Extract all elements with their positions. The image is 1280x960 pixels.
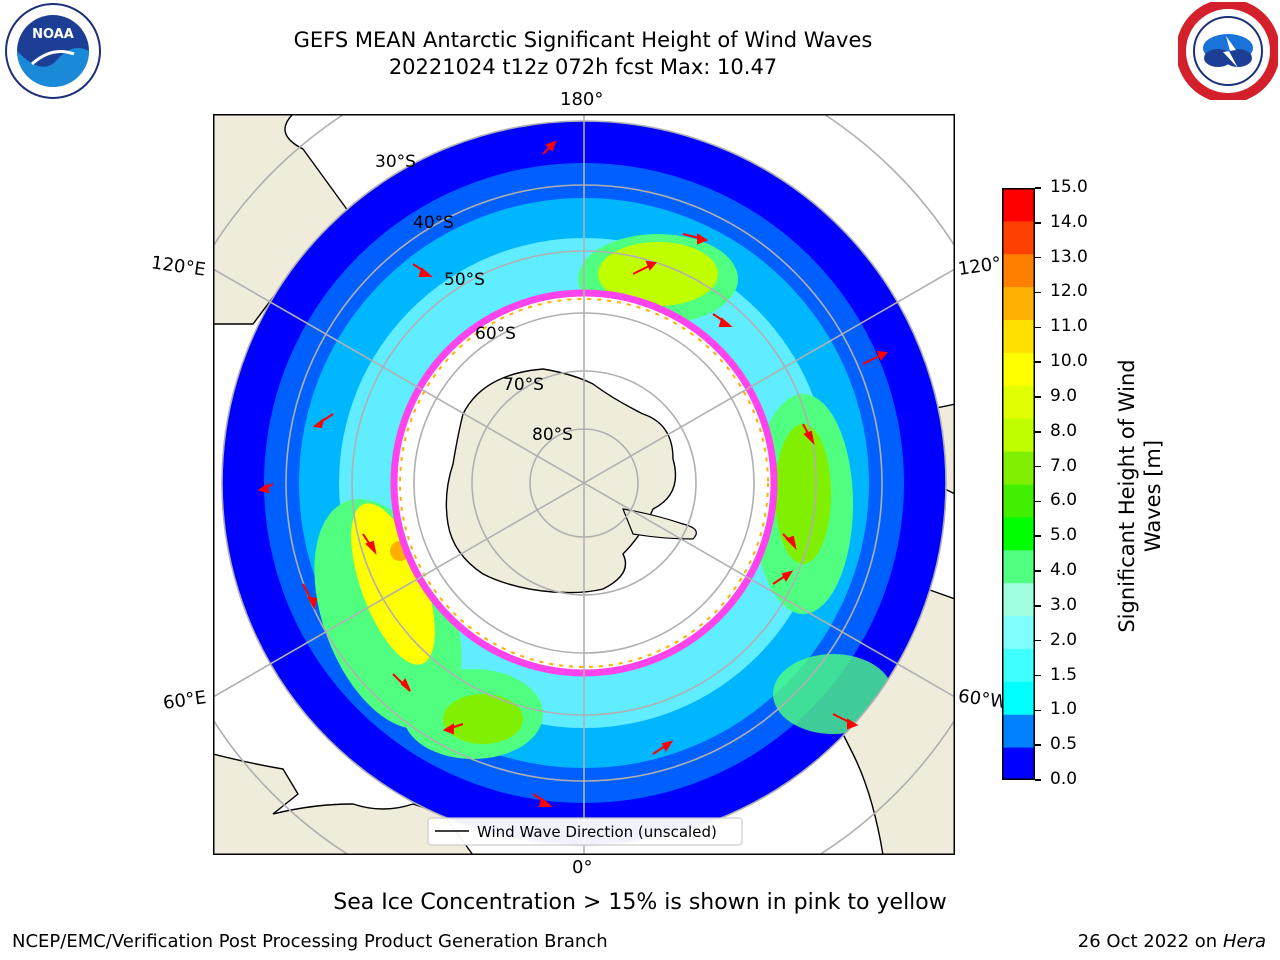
colorbar-tick-label: 6.0 [1050, 490, 1078, 511]
sea-ice-caption: Sea Ice Concentration > 15% is shown in … [333, 890, 947, 915]
colorbar-segment [1002, 681, 1035, 715]
colorbar-tick-label: 2.0 [1050, 629, 1078, 650]
colorbar-segment [1002, 418, 1035, 452]
colorbar-tick-label: 1.5 [1050, 664, 1078, 685]
lat-label-30s: 30°S [375, 152, 416, 172]
colorbar-tick-mark [1035, 709, 1041, 712]
colorbar-segment [1002, 549, 1035, 584]
wave-direction-arrows [257, 140, 888, 807]
colorbar-segment [1002, 253, 1035, 288]
colorbar-tick-label: 9.0 [1050, 385, 1078, 406]
colorbar-title-line2: Waves [m] [1141, 439, 1165, 553]
footer-credit: NCEP/EMC/Verification Post Processing Pr… [12, 931, 608, 952]
colorbar-tick-label: 8.0 [1050, 420, 1078, 441]
colorbar-tick-label: 14.0 [1050, 211, 1088, 232]
colorbar-segment [1002, 648, 1035, 682]
colorbar-segment [1002, 516, 1035, 551]
colorbar-title-line1: Significant Height of Wind [1115, 359, 1139, 633]
colorbar-tick-mark [1035, 431, 1041, 433]
colorbar-tick-label: 4.0 [1050, 560, 1078, 581]
colorbar-tick-mark [1035, 465, 1041, 468]
colorbar-tick-label: 13.0 [1050, 246, 1088, 267]
lon-label-60e: 60°E [161, 687, 208, 714]
colorbar-tick-mark [1035, 744, 1041, 746]
colorbar-tick-mark [1035, 187, 1041, 189]
colorbar-segment [1002, 747, 1035, 781]
noaa-logo-text: NOAA [32, 27, 74, 42]
lat-label-70s: 70°S [503, 375, 544, 395]
colorbar-segment [1002, 286, 1035, 321]
lon-label-120e: 120°E [149, 252, 207, 281]
colorbar-tick-label: 0.0 [1050, 769, 1078, 789]
colorbar-segment [1002, 615, 1035, 649]
colorbar-ticks: 15.0 14.0 13.0 12.0 11.0 10.0 9.0 8.0 7.0 6.0 5.0 4… [1035, 177, 1105, 789]
colorbar-segment [1002, 319, 1035, 353]
colorbar-segment [1002, 582, 1035, 617]
colorbar-tick-label: 0.5 [1050, 734, 1078, 755]
lat-label-50s: 50°S [444, 270, 485, 290]
colorbar-segment [1002, 484, 1035, 518]
colorbar-tick-mark [1035, 396, 1041, 398]
colorbar-segment [1002, 220, 1035, 255]
colorbar-tick-mark [1035, 570, 1041, 572]
legend-label: Wind Wave Direction (unscaled) [477, 823, 717, 841]
lat-label-40s: 40°S [413, 213, 454, 233]
polar-map: Wind Wave Direction (unscaled) [143, 42, 1025, 924]
colorbar-tick-label: 5.0 [1050, 525, 1078, 546]
colorbar-tick-mark [1035, 222, 1041, 224]
colorbar-segment [1002, 385, 1035, 419]
colorbar-tick-label: 10.0 [1050, 351, 1088, 372]
colorbar-tick-mark [1035, 361, 1041, 363]
colorbar-segment [1002, 188, 1035, 222]
lon-label-180: 180° [560, 89, 604, 110]
colorbar-tick-label: 7.0 [1050, 455, 1078, 476]
nws-logo [1176, 0, 1280, 103]
colorbar-tick-mark [1035, 500, 1041, 503]
lon-label-0: 0° [572, 857, 593, 878]
lat-label-80s: 80°S [532, 425, 573, 445]
colorbar-tick-mark [1035, 674, 1041, 677]
colorbar-tick-mark [1035, 605, 1041, 607]
lat-label-60s: 60°S [475, 324, 516, 344]
chart-title: GEFS MEAN Antarctic Significant Height o… [293, 28, 873, 52]
land-antarctica [445, 368, 677, 594]
colorbar-tick-label: 11.0 [1050, 316, 1088, 337]
land-africa-left [212, 753, 475, 856]
colorbar-tick-label: 1.0 [1050, 699, 1078, 720]
colorbar-tick-mark [1035, 639, 1041, 642]
chart-subtitle: 20221024 t12z 072h fcst Max: 10.47 [388, 55, 778, 79]
noaa-logo: NOAA [2, 2, 104, 100]
colorbar-tick-mark [1035, 535, 1041, 537]
colorbar [1002, 188, 1035, 781]
colorbar-segment [1002, 714, 1035, 748]
colorbar-segment [1002, 451, 1035, 485]
footer-date-text: 26 Oct 2022 on [1077, 931, 1223, 952]
colorbar-segment [1002, 352, 1035, 386]
colorbar-frame [1002, 188, 1035, 780]
colorbar-tick-mark [1035, 779, 1041, 781]
colorbar-title: Significant Height of Wind Waves [m] [1114, 236, 1166, 756]
colorbar-tick-label: 12.0 [1050, 281, 1088, 302]
legend-box: Wind Wave Direction (unscaled) [427, 817, 743, 846]
colorbar-tick-mark [1035, 256, 1041, 259]
footer-host: Hera [1222, 931, 1266, 952]
colorbar-tick-label: 3.0 [1050, 594, 1078, 615]
colorbar-tick-mark [1035, 326, 1041, 329]
colorbar-tick-mark [1035, 291, 1041, 294]
colorbar-tick-label: 15.0 [1050, 177, 1088, 197]
lon-label-120w: 120° [956, 253, 1003, 280]
footer-date: 26 Oct 2022 on Hera [1078, 931, 1266, 952]
